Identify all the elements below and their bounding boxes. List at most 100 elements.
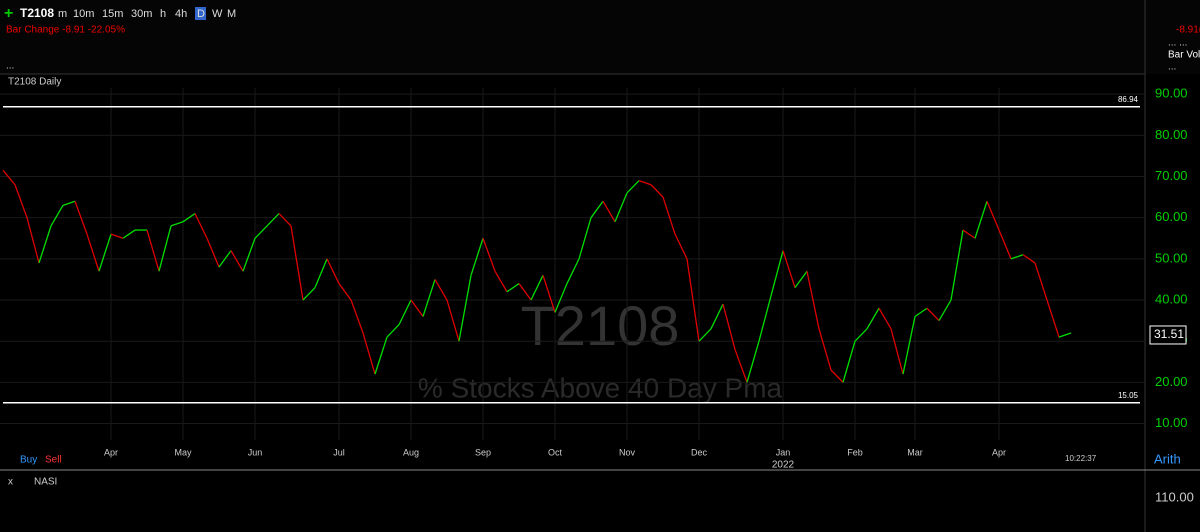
x-tick-label: Apr [104, 447, 118, 457]
line-segment [410, 299, 424, 317]
interval-button[interactable]: D [197, 8, 205, 20]
scale-mode[interactable]: Arith [1154, 451, 1181, 466]
line-segment [338, 283, 352, 301]
line-segment [482, 238, 496, 272]
line-segment [890, 328, 904, 375]
line-segment [434, 279, 448, 301]
interval-button[interactable]: h [160, 8, 166, 20]
watermark-subtitle: % Stocks Above 40 Day Pma [418, 372, 783, 403]
x-tick-label: Oct [548, 447, 563, 457]
line-segment [854, 328, 868, 342]
line-segment [674, 233, 688, 260]
interval-button[interactable]: M [227, 8, 236, 20]
plus-icon[interactable]: + [4, 5, 13, 22]
y-tick-label: 50.00 [1155, 250, 1188, 265]
line-segment [446, 299, 460, 342]
line-segment [314, 258, 328, 288]
line-segment [866, 307, 880, 330]
line-segment [578, 217, 592, 260]
symbol[interactable]: T2108 [20, 6, 54, 20]
line-segment [926, 307, 940, 322]
pane2-title[interactable]: NASI [34, 477, 57, 488]
line-segment [878, 307, 892, 330]
x-tick-label: Jun [248, 447, 263, 457]
line-segment [530, 275, 544, 301]
sell-button[interactable]: Sell [45, 455, 62, 466]
line-segment [650, 184, 664, 198]
line-segment [722, 303, 736, 350]
line-segment [902, 316, 916, 375]
line-segment [782, 250, 796, 288]
x-tick-label: Nov [619, 447, 636, 457]
line-segment [506, 283, 520, 293]
line-segment [614, 192, 628, 223]
line-segment [422, 279, 436, 317]
bar-change: Bar Change -8.91 -22.05% [6, 25, 125, 36]
watermark: T2108 [521, 294, 680, 357]
line-segment [746, 341, 760, 383]
line-segment [974, 201, 988, 239]
line-segment [806, 271, 820, 329]
right-ellipsis: ... [1168, 62, 1176, 73]
line-segment [254, 225, 268, 239]
line-segment [242, 238, 256, 272]
interval-button[interactable]: 10m [73, 8, 94, 20]
horizontal-line-label: 15.05 [1118, 391, 1139, 400]
line-segment [74, 200, 88, 235]
line-segment [398, 299, 412, 326]
line-segment [1034, 262, 1048, 301]
y-tick-label: 80.00 [1155, 127, 1188, 142]
line-segment [734, 349, 748, 383]
x-tick-label: May [174, 447, 192, 457]
bar-vol: Bar Vol. [1168, 50, 1200, 61]
line-segment [1022, 254, 1036, 264]
line-segment [386, 324, 400, 338]
x-tick-label: Mar [907, 447, 923, 457]
line-segment [50, 205, 64, 227]
line-segment [770, 250, 784, 297]
buy-button[interactable]: Buy [20, 455, 37, 466]
line-segment [218, 250, 232, 268]
line-segment [662, 196, 676, 235]
line-segment [326, 258, 340, 284]
line-segment [842, 341, 856, 383]
x-tick-label: Aug [403, 447, 419, 457]
line-segment [1010, 254, 1024, 260]
right-dots: ... ... [1168, 38, 1187, 49]
x-tick-label: Feb [847, 447, 863, 457]
x-tick-label: Apr [992, 447, 1006, 457]
line-segment [830, 369, 844, 383]
line-segment [302, 287, 316, 301]
line-segment [194, 213, 208, 239]
line-segment [938, 299, 952, 321]
interval-button[interactable]: m [58, 8, 67, 20]
line-segment [518, 283, 532, 301]
line-segment [1058, 332, 1072, 338]
interval-button[interactable]: 15m [102, 8, 123, 20]
line-segment [14, 184, 28, 218]
right-change: -8.91(- [1176, 25, 1200, 36]
line-segment [230, 250, 244, 272]
pane-title[interactable]: T2108 Daily [8, 77, 61, 88]
line-segment [686, 258, 700, 342]
close-pane[interactable]: x [8, 477, 13, 488]
interval-button[interactable]: W [212, 8, 223, 20]
line-segment [374, 336, 388, 375]
y-tick-label: 60.00 [1155, 209, 1188, 224]
line-segment [98, 233, 112, 272]
line-segment [266, 213, 280, 227]
ellipsis: ... [6, 61, 14, 72]
line-segment [794, 270, 808, 289]
line-segment [710, 303, 724, 330]
line-segment [278, 213, 292, 227]
horizontal-line-label: 86.94 [1118, 95, 1139, 104]
interval-button[interactable]: 30m [131, 8, 152, 20]
line-segment [86, 233, 100, 272]
line-segment [182, 213, 196, 223]
interval-button[interactable]: 4h [175, 8, 187, 20]
line-segment [626, 180, 640, 194]
y-tick-label: 20.00 [1155, 374, 1188, 389]
pane2-tick: 110.00 [1155, 489, 1194, 504]
line-segment [638, 180, 652, 186]
